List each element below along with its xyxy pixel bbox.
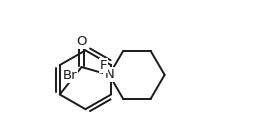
Text: N: N [104, 68, 114, 81]
Text: O: O [76, 35, 87, 48]
Text: F: F [100, 59, 107, 72]
Text: Br: Br [63, 69, 77, 82]
